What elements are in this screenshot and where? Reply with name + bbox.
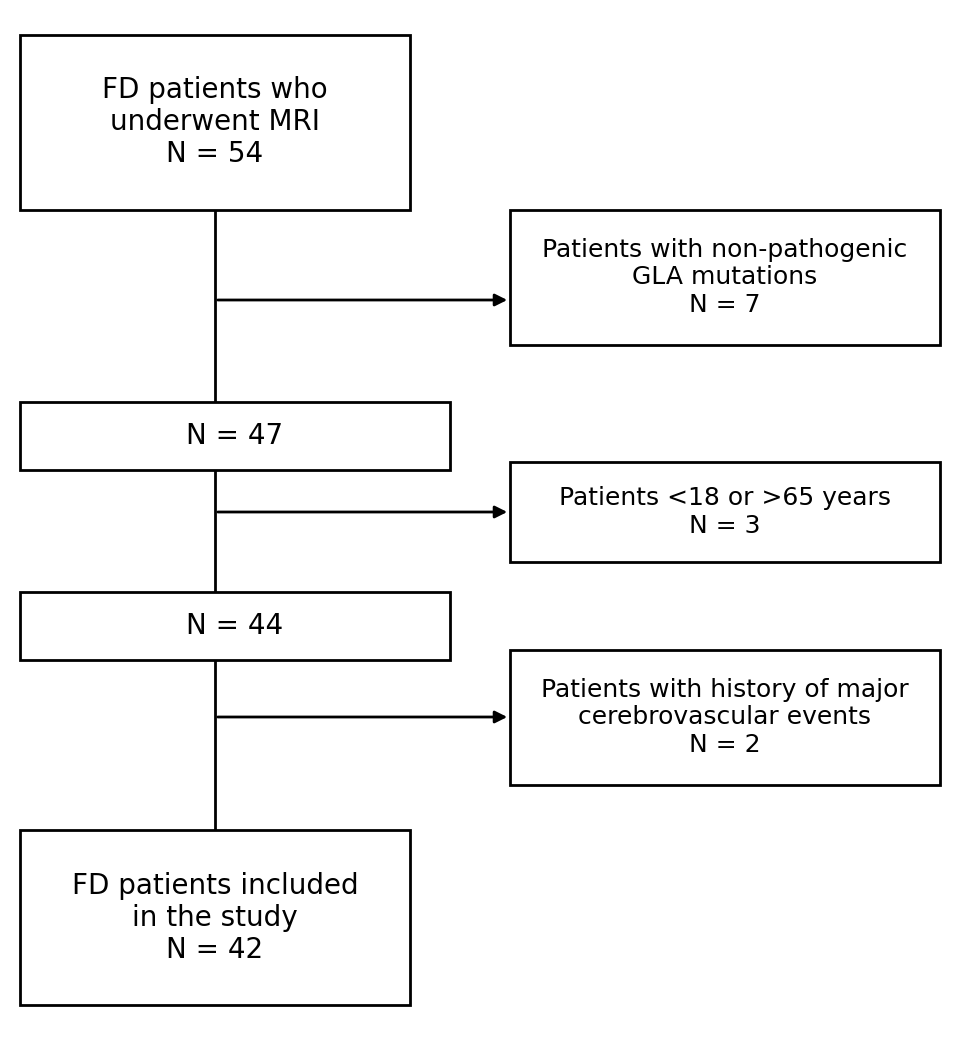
Bar: [20, 592, 450, 660]
Text: N = 3: N = 3: [689, 514, 761, 538]
Text: N = 44: N = 44: [187, 612, 284, 640]
Text: GLA mutations: GLA mutations: [632, 265, 818, 289]
Bar: [510, 462, 940, 562]
Text: N = 7: N = 7: [689, 293, 761, 317]
Text: Patients with non-pathogenic: Patients with non-pathogenic: [542, 237, 908, 261]
Text: in the study: in the study: [133, 904, 298, 932]
Text: cerebrovascular events: cerebrovascular events: [579, 705, 871, 729]
Bar: [20, 402, 450, 470]
Text: N = 42: N = 42: [166, 936, 263, 963]
Bar: [510, 210, 940, 345]
Text: N = 47: N = 47: [187, 422, 284, 450]
Text: N = 2: N = 2: [689, 733, 761, 757]
Text: FD patients included: FD patients included: [72, 872, 358, 900]
Text: underwent MRI: underwent MRI: [110, 108, 320, 136]
Bar: [510, 650, 940, 785]
Text: Patients <18 or >65 years: Patients <18 or >65 years: [559, 486, 891, 510]
Text: FD patients who: FD patients who: [103, 77, 328, 104]
Text: N = 54: N = 54: [166, 140, 263, 168]
Bar: [20, 35, 410, 210]
Bar: [20, 830, 410, 1005]
Text: Patients with history of major: Patients with history of major: [541, 677, 909, 702]
